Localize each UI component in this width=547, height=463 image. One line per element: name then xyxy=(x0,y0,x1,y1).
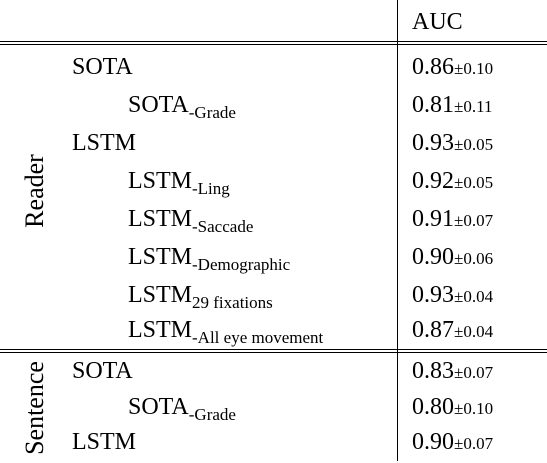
row-label: LSTM-Demographic xyxy=(128,244,291,274)
row-label: LSTM-Ling xyxy=(128,168,230,198)
table-row: SOTA 0.83±0.07 xyxy=(0,354,547,392)
table-row: LSTM-Saccade 0.91±0.07 xyxy=(0,200,547,238)
auc-value: 0.81±0.11 xyxy=(412,92,493,118)
table-row: LSTM-Demographic 0.90±0.06 xyxy=(0,238,547,276)
row-label: SOTA xyxy=(72,358,133,384)
table-row: LSTM-Ling 0.92±0.05 xyxy=(0,162,547,200)
table-row: SOTA 0.86±0.10 xyxy=(0,48,547,86)
row-label: LSTM-All eye movement xyxy=(128,317,324,347)
auc-value: 0.90±0.07 xyxy=(412,429,494,455)
row-label: LSTM29 fixations xyxy=(128,282,273,312)
group-rule xyxy=(0,349,547,353)
auc-value: 0.87±0.04 xyxy=(412,317,494,343)
row-label: LSTM-Saccade xyxy=(128,206,254,236)
auc-value: 0.80±0.10 xyxy=(412,394,494,420)
header-rule xyxy=(0,41,547,45)
column-rule xyxy=(397,0,398,461)
auc-value: 0.91±0.07 xyxy=(412,206,494,232)
table-row: LSTM29 fixations 0.93±0.04 xyxy=(0,276,547,314)
auc-value: 0.93±0.04 xyxy=(412,282,494,308)
auc-value: 0.92±0.05 xyxy=(412,168,494,194)
auc-header: AUC xyxy=(412,9,463,35)
auc-value: 0.83±0.07 xyxy=(412,358,494,384)
auc-value: 0.90±0.06 xyxy=(412,244,494,270)
table-row: LSTM 0.93±0.05 xyxy=(0,124,547,162)
row-label: SOTA xyxy=(72,54,133,80)
table-row: LSTM-All eye movement 0.87±0.04 xyxy=(0,314,547,352)
row-label: SOTA-Grade xyxy=(128,92,236,122)
table-row: LSTM 0.90±0.07 xyxy=(0,424,547,462)
table-row: SOTA-Grade 0.80±0.10 xyxy=(0,390,547,428)
auc-value: 0.93±0.05 xyxy=(412,130,494,156)
row-label: LSTM xyxy=(72,429,137,455)
row-label: LSTM xyxy=(72,130,137,156)
table-row: SOTA-Grade 0.81±0.11 xyxy=(0,86,547,124)
auc-value: 0.86±0.10 xyxy=(412,54,494,80)
header-row: AUC xyxy=(0,4,547,42)
row-label: SOTA-Grade xyxy=(128,394,236,424)
